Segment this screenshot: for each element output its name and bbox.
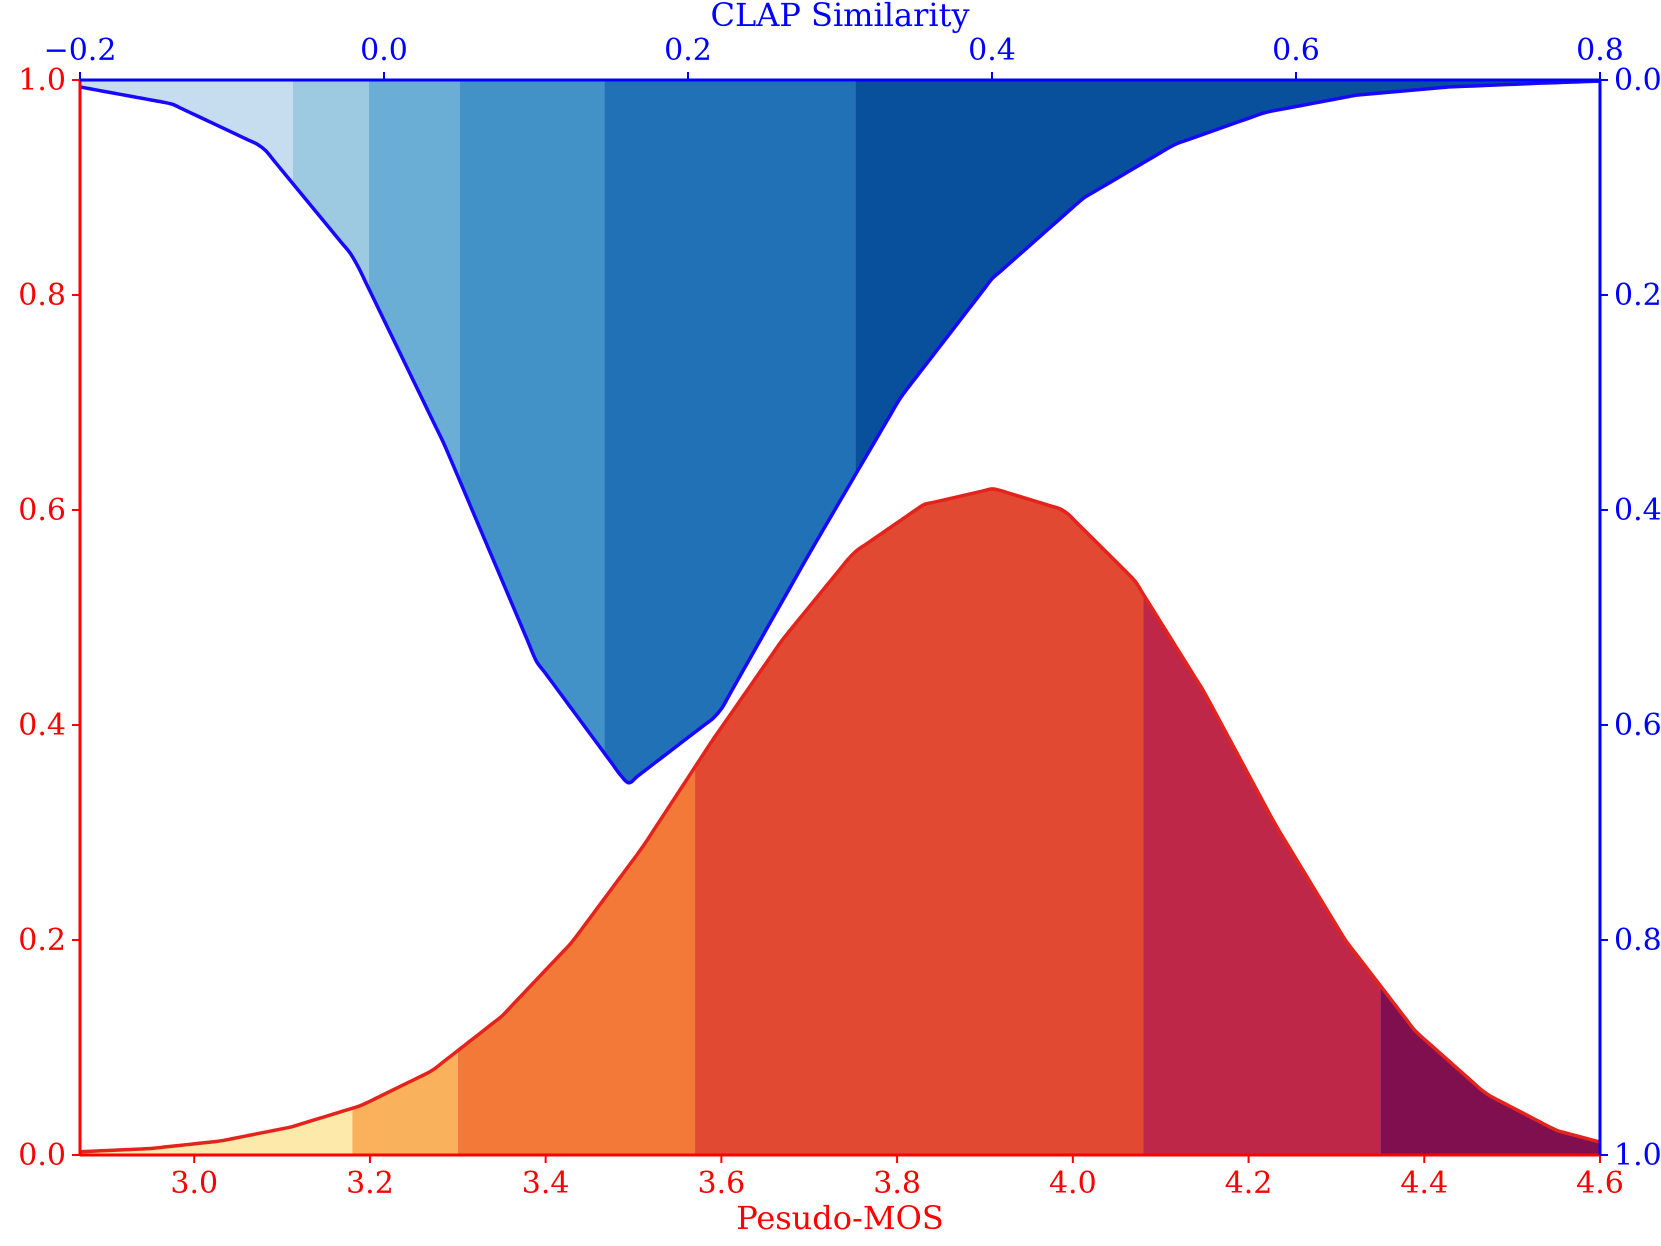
bottom-tick-label: 3.8	[873, 1166, 921, 1201]
right-tick-label: 1.0	[1614, 1138, 1661, 1173]
left-tick-label: 0.0	[18, 1138, 66, 1173]
bottom-tick-label: 3.2	[346, 1166, 394, 1201]
left-tick-label: 1.0	[18, 63, 66, 98]
top-tick-label: 0.2	[664, 33, 712, 68]
left-tick-label: 0.2	[18, 923, 66, 958]
right-tick-label: 0.8	[1614, 923, 1661, 958]
bottom-tick-label: 4.4	[1400, 1166, 1448, 1201]
right-tick-label: 0.4	[1614, 493, 1661, 528]
bottom-tick-label: 3.4	[522, 1166, 570, 1201]
left-tick-label: 0.8	[18, 278, 66, 313]
bottom-tick-label: 3.6	[698, 1166, 746, 1201]
left-tick-label: 0.4	[18, 708, 66, 743]
right-tick-label: 0.6	[1614, 708, 1661, 743]
bottom-tick-label: 4.0	[1049, 1166, 1097, 1201]
top-tick-label: 0.0	[360, 33, 408, 68]
top-axis-title: CLAP Similarity	[710, 0, 969, 34]
chart-svg: 3.03.23.43.63.84.04.24.44.6Pesudo-MOS−0.…	[0, 0, 1661, 1246]
left-tick-label: 0.6	[18, 493, 66, 528]
top-tick-label: 0.6	[1272, 33, 1320, 68]
bottom-tick-label: 4.2	[1225, 1166, 1273, 1201]
right-tick-label: 0.0	[1614, 63, 1661, 98]
right-tick-label: 0.2	[1614, 278, 1661, 313]
bottom-axis-title: Pesudo-MOS	[736, 1199, 944, 1237]
bottom-tick-label: 3.0	[170, 1166, 218, 1201]
top-tick-label: 0.4	[968, 33, 1016, 68]
chart-root: 3.03.23.43.63.84.04.24.44.6Pesudo-MOS−0.…	[0, 0, 1661, 1246]
